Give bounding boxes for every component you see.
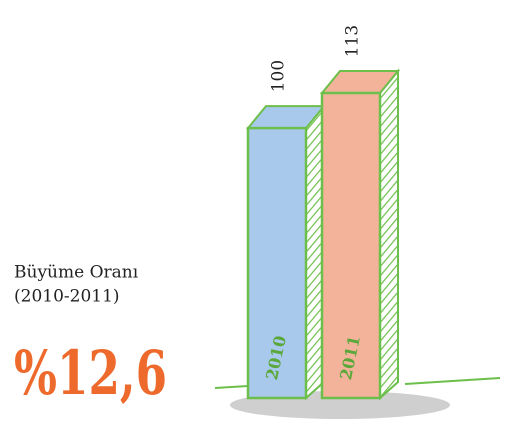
value-label: 113 (343, 25, 363, 57)
ground-line (214, 377, 501, 389)
growth-label: Büyüme Oranı (14, 263, 139, 283)
growth-period: (2010-2011) (14, 287, 120, 307)
value-label: 100 (269, 60, 289, 92)
bar-side (379, 68, 399, 401)
growth-rate: %12,6 (14, 337, 167, 409)
bar (246, 126, 308, 400)
bar (320, 91, 382, 400)
